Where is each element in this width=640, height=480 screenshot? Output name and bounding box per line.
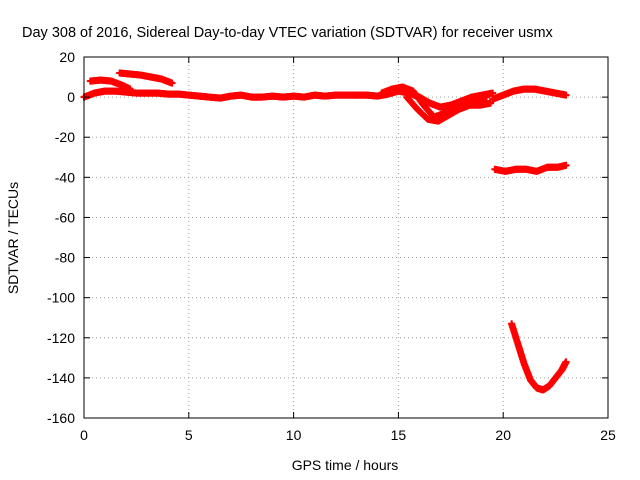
- data-point: [487, 99, 495, 107]
- grid-lines: [84, 57, 608, 418]
- y-axis-label: SDTVAR / TECUs: [5, 182, 21, 294]
- y-tick-label: -80: [55, 250, 75, 266]
- x-tick-label: 5: [185, 427, 193, 443]
- x-tick-label: 0: [80, 427, 88, 443]
- data-point: [168, 79, 176, 87]
- x-tick-label: 15: [391, 427, 407, 443]
- plot-area-border: [83, 56, 609, 419]
- data-point: [562, 358, 570, 366]
- data-series-arc-6: [403, 93, 495, 125]
- y-tick-label: -100: [47, 290, 75, 306]
- x-tick-label: 20: [495, 427, 511, 443]
- data-series-arc-7: [489, 85, 570, 103]
- data-series-arc-9: [508, 320, 570, 394]
- axis-ticks: 0 5 10 15 20 25 20 0 -20 -40 -60 -80 -100 -120 -140 -16…: [47, 49, 616, 443]
- y-tick-label: 0: [67, 89, 75, 105]
- data-point: [562, 161, 570, 169]
- data-series-arc-1: [80, 87, 360, 102]
- data-series-arc-8: [491, 161, 570, 175]
- data-point: [562, 91, 570, 99]
- y-tick-label: -60: [55, 209, 75, 225]
- y-tick-label: -120: [47, 330, 75, 346]
- data-points: [80, 69, 570, 394]
- y-tick-label: -140: [47, 370, 75, 386]
- data-series-arc-3: [116, 69, 176, 87]
- x-tick-label: 10: [286, 427, 302, 443]
- y-tick-label: -160: [47, 410, 75, 426]
- chart-title: Day 308 of 2016, Sidereal Day-to-day VTE…: [22, 25, 554, 41]
- data-series-arc-2: [86, 76, 134, 93]
- y-tick-label: -40: [55, 169, 75, 185]
- y-tick-label: 20: [59, 49, 75, 65]
- data-point: [126, 85, 134, 93]
- y-tick-label: -20: [55, 129, 75, 145]
- x-axis-label: GPS time / hours: [292, 457, 399, 473]
- data-point: [482, 93, 490, 101]
- x-tick-label: 25: [600, 427, 616, 443]
